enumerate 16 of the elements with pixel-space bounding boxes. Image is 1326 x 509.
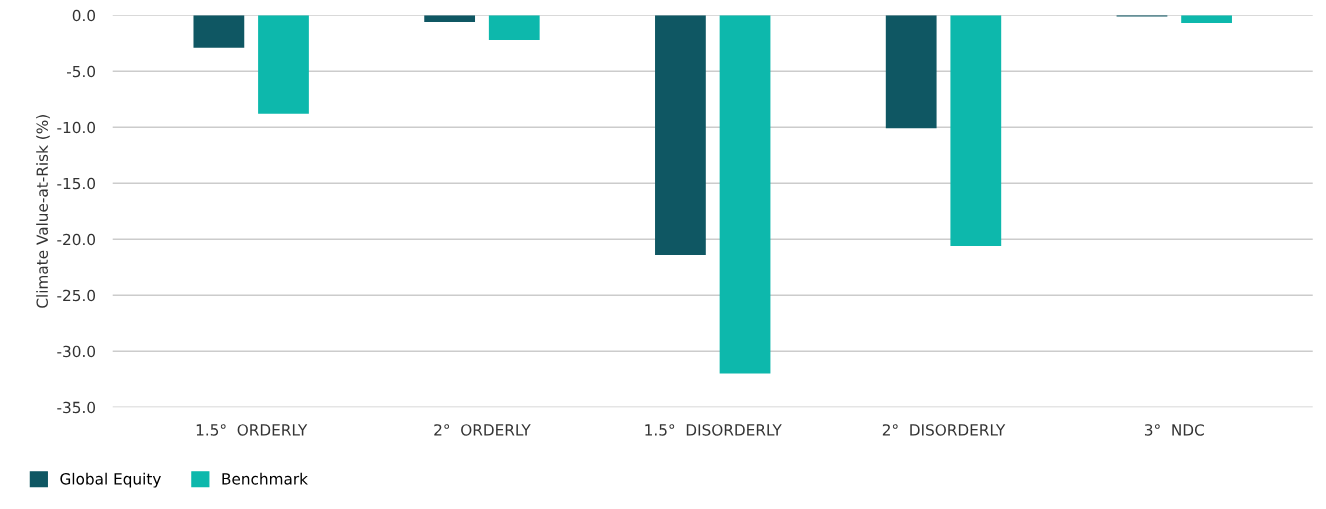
y-tick-label: -35.0 (57, 401, 96, 414)
y-tick-label: -30.0 (57, 345, 96, 358)
x-tick-label: 3° NDC (1144, 424, 1204, 436)
y-tick-label: -25.0 (57, 289, 96, 302)
y-axis-title: Climate Value-at-Risk (%) (36, 115, 50, 308)
legend-label: Benchmark (222, 472, 308, 485)
legend-label: Global Equity (60, 472, 161, 488)
y-tick-label: -5.0 (66, 65, 96, 78)
y-tick-label: 0.0 (72, 9, 96, 22)
x-tick-label: 2° ORDERLY (434, 424, 531, 436)
y-tick-label: -20.0 (57, 233, 96, 246)
x-tick-label: 1.5° DISORDERLY (645, 424, 782, 436)
x-tick-label: 2° DISORDERLY (882, 424, 1006, 436)
y-tick-label: -10.0 (57, 121, 96, 134)
x-tick-label: 1.5° ORDERLY (196, 424, 308, 436)
y-tick-label: -15.0 (57, 177, 96, 190)
